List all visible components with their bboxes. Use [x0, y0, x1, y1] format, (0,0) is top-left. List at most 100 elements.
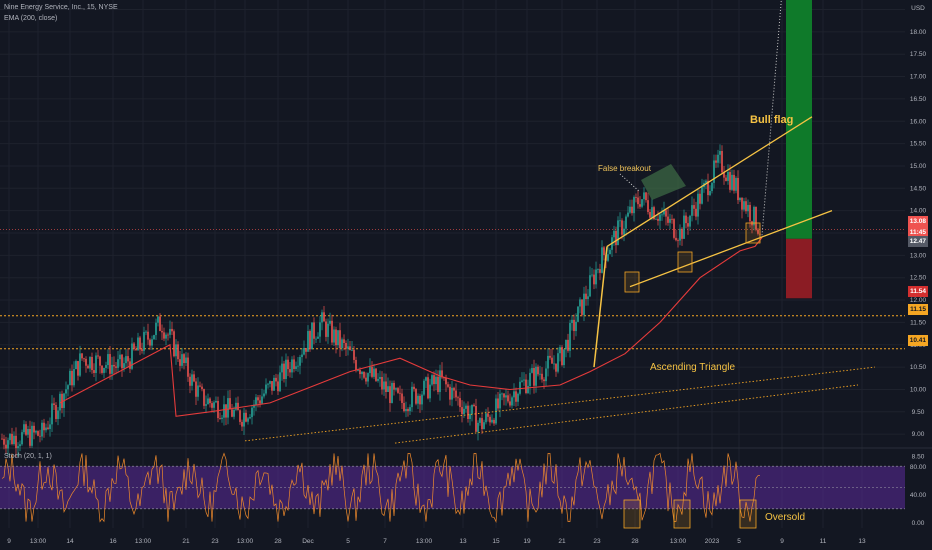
candle-body: [511, 397, 513, 406]
candle-body: [731, 174, 733, 190]
stop-zone: [786, 238, 812, 299]
candle-body: [631, 206, 633, 214]
candle-body: [673, 219, 675, 238]
candle-body: [417, 395, 419, 404]
candle-body: [67, 385, 69, 390]
candle-body: [745, 201, 747, 212]
candle-body: [479, 418, 481, 423]
candle-body: [597, 269, 599, 270]
candle-body: [185, 357, 187, 364]
time-tick: 13: [459, 538, 467, 545]
candle-body: [359, 370, 361, 375]
time-tick: 21: [558, 538, 566, 545]
price-tick: 8.50: [912, 454, 925, 461]
candle-body: [251, 407, 253, 418]
chart-title: Nine Energy Service, Inc., 15, NYSE: [4, 4, 118, 11]
candle-body: [753, 206, 755, 226]
candle-body: [405, 409, 407, 412]
candle-body: [159, 316, 161, 331]
candle-body: [709, 190, 711, 196]
candle-body: [665, 210, 667, 217]
candle-body: [533, 368, 535, 386]
candle-body: [453, 387, 455, 391]
candle-body: [299, 357, 301, 366]
stoch-legend[interactable]: Stoch (20, 1, 1): [4, 453, 52, 460]
candle-body: [691, 205, 693, 216]
price-tick: 16.00: [910, 118, 927, 125]
candle-body: [237, 402, 239, 411]
candle-body: [341, 339, 343, 349]
candle-body: [137, 337, 139, 351]
candle-body: [671, 218, 673, 220]
candle-body: [377, 378, 379, 381]
candle-body: [11, 433, 13, 445]
candle-body: [457, 397, 459, 399]
candle-body: [145, 331, 147, 333]
oversold-box: [673, 499, 691, 529]
position-tool[interactable]: [786, 0, 812, 299]
candle-body: [213, 402, 215, 408]
candle-body: [729, 172, 731, 190]
candle-body: [449, 386, 451, 400]
candle-body: [29, 428, 31, 446]
candle-body: [295, 366, 297, 369]
candle-body: [747, 204, 749, 212]
drawings[interactable]: [244, 0, 876, 444]
candle-body: [5, 444, 7, 449]
price-tick: 16.50: [910, 96, 927, 103]
candle-body: [121, 354, 123, 369]
price-tick: 9.00: [912, 431, 925, 438]
candle-body: [189, 376, 191, 386]
candle-body: [181, 354, 183, 366]
candle-body: [287, 359, 289, 370]
candle-body: [79, 353, 81, 376]
candle-body: [623, 228, 625, 235]
candle-body: [225, 404, 227, 418]
candle-body: [527, 385, 529, 393]
level-lower-tag: 10.41: [907, 335, 928, 346]
candle-body: [681, 228, 683, 239]
candle-body: [451, 387, 453, 400]
candle-body: [207, 398, 209, 405]
time-axis[interactable]: 9 13:00 14 16 13:00 21 23 13:00 28 Dec 5 7 13:00 13 15…: [7, 538, 866, 545]
candle-body: [273, 377, 275, 391]
candle-body: [99, 356, 101, 366]
time-tick: 21: [182, 538, 190, 545]
candle-body: [151, 339, 153, 346]
candle-body: [155, 322, 157, 336]
candle-body: [271, 381, 273, 391]
candle-body: [243, 412, 245, 427]
candle-body: [41, 422, 43, 437]
candle-body: [515, 391, 517, 402]
candle-body: [565, 339, 567, 350]
candle-body: [283, 363, 285, 380]
candle-body: [211, 403, 213, 408]
candle-body: [381, 376, 383, 390]
candle-body: [615, 230, 617, 246]
candle-body: [153, 335, 155, 340]
candle-body: [465, 405, 467, 409]
level-upper-tag: 11.15: [908, 304, 928, 315]
price-tick: 14.50: [910, 185, 927, 192]
candle-body: [525, 379, 527, 393]
horizontal-levels: [0, 229, 905, 350]
candle-body: [163, 332, 165, 339]
time-tick: 23: [593, 538, 601, 545]
bull-flag-lower-line: [629, 210, 833, 288]
stoch-line: [1, 452, 761, 523]
candle-body: [35, 431, 37, 433]
candle-body: [21, 432, 23, 445]
candle-body: [589, 275, 591, 297]
candle-body: [571, 319, 573, 324]
candle-body: [201, 386, 203, 390]
candle-body: [247, 418, 249, 422]
candle-body: [45, 427, 47, 431]
price-axis[interactable]: USD 18.00 17.50 17.00 16.50 16.00 15.50 15.00 14…: [910, 5, 927, 527]
candle-body: [429, 384, 431, 399]
candle-body: [371, 366, 373, 377]
ema-legend[interactable]: EMA (200, close): [4, 15, 58, 22]
candle-body: [289, 369, 291, 373]
candle-body: [559, 347, 561, 354]
candle-body: [263, 393, 265, 397]
